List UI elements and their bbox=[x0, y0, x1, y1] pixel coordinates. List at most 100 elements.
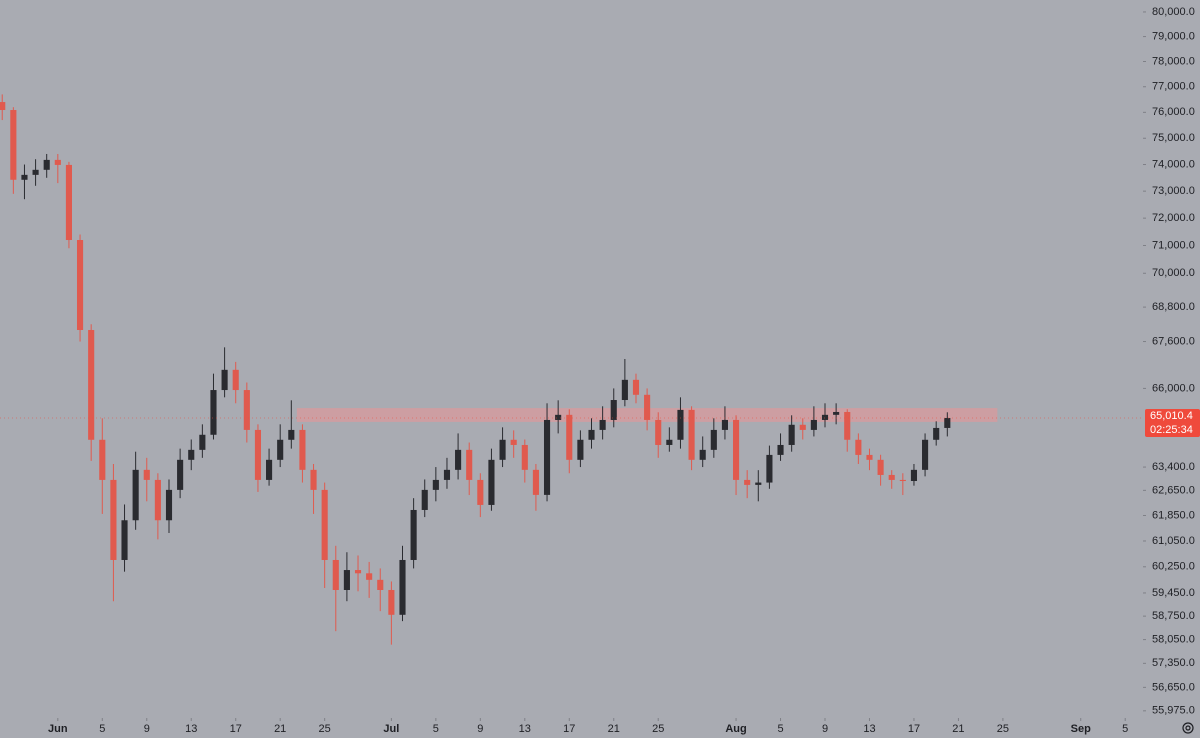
x-tick-label: 25 bbox=[652, 723, 664, 735]
candle-body bbox=[721, 419, 728, 430]
candle-body bbox=[777, 444, 784, 455]
x-tick-label: 13 bbox=[519, 723, 531, 735]
y-tick-label: 61,850.0 bbox=[1152, 509, 1195, 521]
candle-body bbox=[32, 169, 39, 175]
candle-body bbox=[766, 454, 773, 483]
y-tick-label: 60,250.0 bbox=[1152, 561, 1195, 573]
candle-body bbox=[54, 159, 61, 165]
candle-body bbox=[488, 459, 495, 505]
candle-body bbox=[810, 419, 817, 430]
y-tick-label: 78,000.0 bbox=[1152, 55, 1195, 67]
x-tick-label: 9 bbox=[477, 723, 483, 735]
candle-body bbox=[88, 329, 95, 440]
candle-body bbox=[254, 429, 262, 480]
candle-body bbox=[844, 411, 851, 440]
candle-body bbox=[65, 164, 72, 241]
x-tick-label: 5 bbox=[99, 723, 105, 735]
candle-body bbox=[199, 434, 206, 450]
candle-body bbox=[677, 409, 684, 440]
candle-body bbox=[154, 479, 161, 521]
candle-body bbox=[388, 589, 395, 615]
candle-body bbox=[755, 482, 762, 485]
candle-body bbox=[655, 419, 662, 445]
candle-body bbox=[521, 444, 528, 470]
candle-body bbox=[266, 459, 273, 480]
candle-body bbox=[555, 414, 562, 420]
candle-body bbox=[922, 439, 929, 470]
candle-body bbox=[543, 419, 551, 495]
price-badge bbox=[1145, 408, 1200, 437]
x-tick-label: 5 bbox=[777, 723, 783, 735]
candle-body bbox=[566, 414, 573, 460]
x-tick-label: 25 bbox=[997, 723, 1009, 735]
x-tick-label: 21 bbox=[274, 723, 286, 735]
x-tick-label: 5 bbox=[1122, 723, 1128, 735]
y-tick-label: 63,400.0 bbox=[1152, 461, 1195, 473]
candle-body bbox=[99, 439, 106, 480]
y-tick-label: 74,000.0 bbox=[1152, 158, 1195, 170]
x-tick-label: Sep bbox=[1071, 723, 1091, 735]
candle-body bbox=[799, 424, 806, 430]
candle-body bbox=[354, 570, 362, 574]
x-tick-label: Jun bbox=[48, 723, 68, 735]
candle-body bbox=[866, 454, 873, 460]
y-tick-label: 55,975.0 bbox=[1152, 705, 1195, 717]
y-tick-label: 76,000.0 bbox=[1152, 106, 1195, 118]
candle-body bbox=[121, 520, 128, 560]
x-tick-label: 9 bbox=[822, 723, 828, 735]
x-tick-label: 17 bbox=[908, 723, 920, 735]
y-tick-label: 58,050.0 bbox=[1152, 633, 1195, 645]
x-tick-label: Jul bbox=[383, 723, 399, 735]
countdown: 02:25:34 bbox=[1150, 424, 1193, 436]
y-tick-label: 58,750.0 bbox=[1152, 610, 1195, 622]
x-tick-label: 17 bbox=[563, 723, 575, 735]
candle-body bbox=[165, 489, 173, 521]
candle-body bbox=[232, 369, 239, 391]
candle-body bbox=[833, 411, 840, 415]
candle-body bbox=[644, 394, 651, 420]
candle-body bbox=[366, 573, 373, 580]
candle-body bbox=[666, 439, 673, 445]
y-tick-label: 62,650.0 bbox=[1152, 484, 1195, 496]
candle-body bbox=[532, 469, 539, 495]
settings-icon[interactable] bbox=[1182, 722, 1194, 734]
x-tick-label: 17 bbox=[230, 723, 242, 735]
candle-body bbox=[10, 110, 17, 180]
x-tick-label: 9 bbox=[144, 723, 150, 735]
candle-body bbox=[477, 479, 484, 505]
candle-body bbox=[899, 479, 906, 482]
y-tick-label: 77,000.0 bbox=[1152, 81, 1195, 93]
candle-body bbox=[855, 439, 862, 455]
y-tick-label: 80,000.0 bbox=[1152, 6, 1195, 18]
candle-body bbox=[343, 570, 350, 590]
y-tick-label: 68,800.0 bbox=[1152, 301, 1195, 313]
x-tick-label: 13 bbox=[863, 723, 875, 735]
candle-body bbox=[699, 449, 706, 460]
y-tick-label: 73,000.0 bbox=[1152, 185, 1195, 197]
y-tick-label: 57,350.0 bbox=[1152, 657, 1195, 669]
y-tick-label: 72,000.0 bbox=[1152, 212, 1195, 224]
candle-body bbox=[277, 439, 284, 460]
y-tick-label: 61,050.0 bbox=[1152, 535, 1195, 547]
candle-body bbox=[177, 459, 184, 490]
candle-body bbox=[688, 409, 695, 460]
candle-body bbox=[110, 479, 117, 560]
candle-body bbox=[610, 400, 617, 420]
candle-body bbox=[288, 429, 295, 440]
y-tick-label: 56,650.0 bbox=[1152, 681, 1195, 693]
candle-body bbox=[443, 469, 451, 480]
candle-body bbox=[944, 417, 951, 428]
x-tick-label: 21 bbox=[608, 723, 620, 735]
candle-body bbox=[910, 469, 918, 482]
candle-body bbox=[710, 429, 717, 450]
x-tick-label: Aug bbox=[725, 723, 746, 735]
candle-body bbox=[421, 489, 428, 510]
candle-body bbox=[43, 159, 50, 170]
candle-body bbox=[76, 240, 84, 330]
candle-body bbox=[888, 474, 895, 480]
x-tick-label: 5 bbox=[433, 723, 439, 735]
candle-body bbox=[455, 449, 462, 470]
gear-inner bbox=[1185, 725, 1191, 731]
candle-body bbox=[377, 579, 384, 590]
y-tick-label: 75,000.0 bbox=[1152, 132, 1195, 144]
